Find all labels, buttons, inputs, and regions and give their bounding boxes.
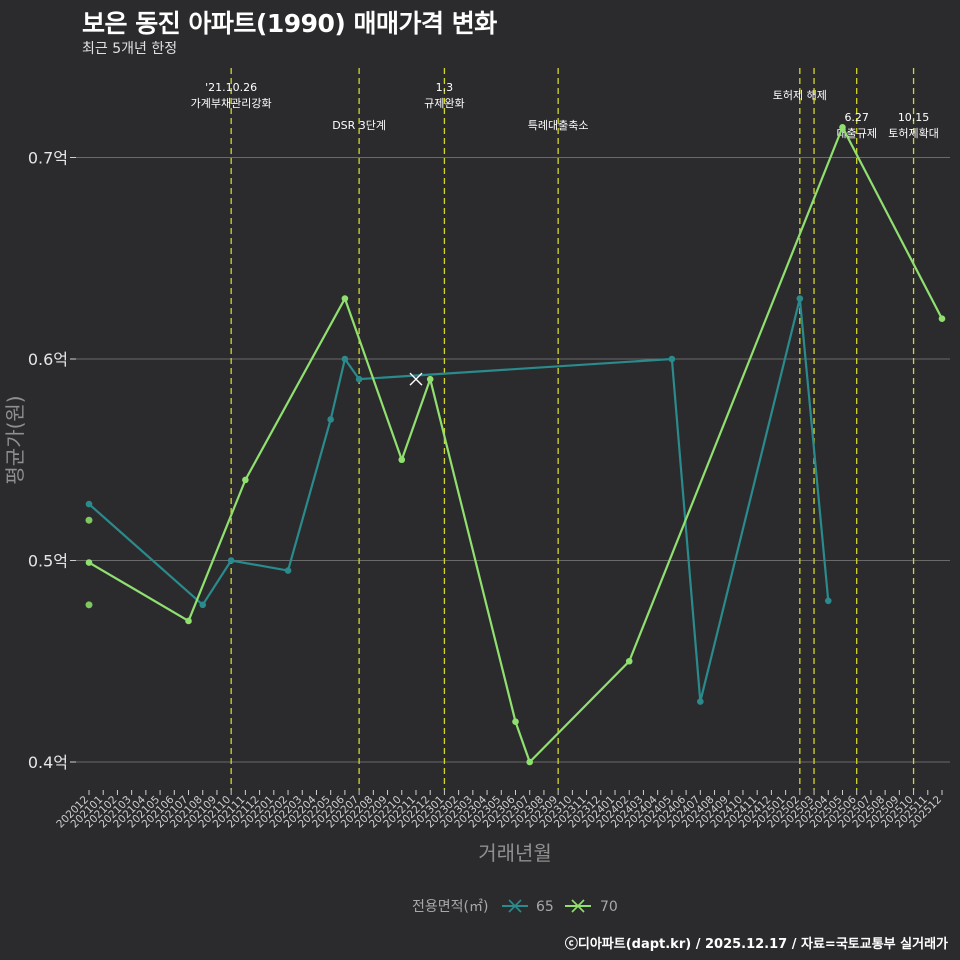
data-point-70 [839,123,846,131]
cross-marker [409,372,423,386]
legend-item-70: 70 [565,899,618,915]
x-axis-ticks: 2020122021012021022021032021042021052021… [54,790,944,830]
data-point-extra [85,516,93,524]
legend-marker-70 [571,899,585,913]
data-point-65 [355,375,363,383]
data-point-70 [85,559,93,566]
data-point-70 [938,315,946,323]
grid-layer [76,157,950,763]
y-axis-ticks: 0.4억 0.5억 0.6억 0.7억 [28,149,76,772]
data-point-70 [398,456,406,464]
event-label: 규제완화 [424,97,464,110]
footer-credit: ⓒ디아파트(dapt.kr) / 2025.12.17 / 자료=국토교통부 실… [564,937,948,952]
data-point-65 [697,698,704,705]
legend-label-70: 70 [600,899,618,915]
legend-label-65: 65 [536,899,554,915]
data-point-70 [185,617,192,625]
data-point-65 [668,355,676,363]
y-tick-label: 0.4억 [28,753,68,772]
chart-subtitle: 최근 5개년 한정 [82,41,178,57]
data-point-65 [327,416,334,423]
data-point-65 [824,597,832,605]
y-tick-label: 0.7억 [28,149,68,168]
data-point-70 [625,657,633,665]
event-label: 가계부채관리강화 [191,97,272,110]
data-point-extra [85,601,93,609]
data-point-70 [426,375,434,383]
data-point-65 [796,295,804,302]
data-point-65 [199,601,207,609]
data-point-65 [85,500,93,508]
x-axis-title: 거래년월 [478,841,552,865]
data-point-70 [242,476,249,484]
event-label: 1.3 [436,81,454,94]
chart-title: 보은 동진 아파트(1990) 매매가격 변화 [82,9,497,38]
legend-marker-65 [508,899,522,913]
data-point-65 [341,355,349,363]
legend-title: 전용면적(㎡) [412,899,488,915]
data-point-70 [341,295,349,302]
y-tick-label: 0.6억 [28,350,68,369]
data-point-70 [512,718,519,725]
data-point-65 [227,557,235,564]
data-point-65 [284,567,292,574]
series-layer [85,123,946,766]
event-label: 토허제 해제 [773,88,827,102]
y-tick-label: 0.5억 [28,552,68,571]
event-label: '21.10.26 [205,81,257,94]
data-point-70 [526,758,534,766]
event-label: 6.27 [844,111,869,124]
event-label: 특례대출축소 [528,119,589,132]
legend-item-65: 65 [502,899,554,915]
event-label: 토허제확대 [888,127,939,140]
event-label: 10.15 [898,111,930,124]
y-axis-title: 평균가(원) [3,395,27,484]
event-label: DSR 3단계 [332,119,386,132]
legend: 전용면적(㎡) 65 70 [412,899,618,915]
